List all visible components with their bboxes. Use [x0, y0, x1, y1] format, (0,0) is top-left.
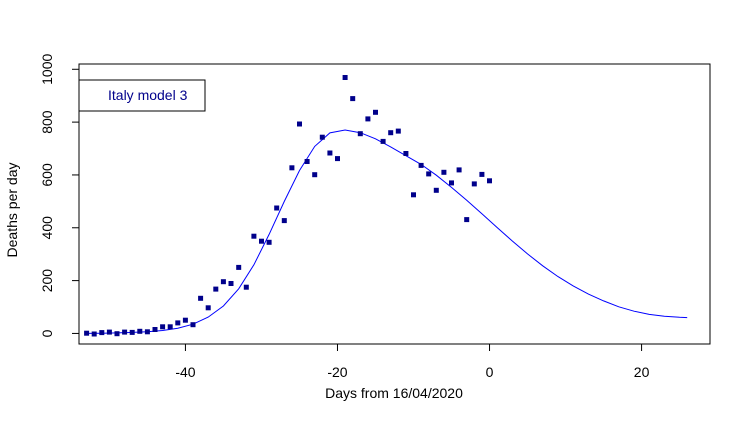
- data-point: [99, 330, 105, 336]
- data-point: [388, 130, 394, 136]
- data-point: [297, 121, 302, 127]
- data-point: [411, 192, 416, 198]
- data-point: [236, 264, 242, 270]
- data-point: [152, 327, 158, 332]
- data-point: [342, 75, 348, 80]
- data-point: [122, 329, 128, 335]
- x-tick-label: 0: [486, 364, 494, 380]
- y-tick-label: 400: [39, 216, 55, 240]
- data-point: [357, 131, 363, 137]
- x-tick-label: -20: [327, 364, 347, 380]
- data-point: [441, 169, 447, 175]
- data-point: [144, 329, 150, 335]
- data-point: [456, 167, 462, 173]
- data-point: [243, 284, 249, 290]
- x-tick-label: -40: [175, 364, 195, 380]
- model-curve: [86, 129, 688, 334]
- x-axis-label: Days from 16/04/2020: [325, 385, 463, 401]
- data-point: [266, 239, 272, 245]
- data-point: [449, 180, 454, 186]
- data-point: [84, 330, 90, 336]
- plot-area: [84, 75, 688, 337]
- data-point: [160, 324, 166, 330]
- data-point: [373, 109, 378, 115]
- data-point: [137, 328, 143, 334]
- data-point: [167, 324, 173, 330]
- data-point: [304, 159, 310, 164]
- data-point: [464, 217, 470, 223]
- data-point: [418, 162, 424, 168]
- data-point: [487, 178, 492, 184]
- data-point: [479, 171, 485, 177]
- data-point: [403, 151, 409, 156]
- y-tick-label: 1000: [39, 54, 55, 85]
- x-axis: -40 -20 0 20: [175, 343, 650, 380]
- data-point: [228, 281, 234, 286]
- data-point: [395, 128, 401, 134]
- data-point: [350, 96, 356, 102]
- data-point: [251, 233, 257, 239]
- data-point: [220, 279, 226, 285]
- data-point: [106, 329, 112, 335]
- data-point: [205, 305, 211, 311]
- data-point: [190, 322, 196, 328]
- data-point: [335, 156, 340, 162]
- data-point: [259, 238, 264, 244]
- y-axis-label: Deaths per day: [4, 163, 20, 258]
- x-tick-label: 20: [634, 364, 650, 380]
- data-point: [175, 320, 181, 326]
- data-point: [198, 295, 204, 301]
- y-tick-label: 200: [39, 269, 55, 293]
- data-point: [426, 171, 432, 177]
- data-point: [380, 138, 386, 144]
- data-point: [471, 181, 477, 187]
- y-tick-label: 600: [39, 163, 55, 187]
- data-point: [114, 331, 120, 337]
- data-point: [129, 329, 135, 335]
- data-point: [365, 116, 371, 122]
- y-tick-label: 800: [39, 110, 55, 134]
- data-point: [433, 187, 439, 193]
- legend: Italy model 3: [78, 79, 206, 112]
- data-point: [274, 205, 280, 211]
- data-point: [327, 150, 333, 156]
- data-point: [319, 134, 325, 140]
- data-point: [182, 317, 188, 323]
- data-point: [281, 218, 287, 224]
- legend-box: [78, 79, 206, 112]
- y-tick-label: 0: [39, 329, 55, 337]
- data-point: [91, 331, 97, 337]
- data-point: [213, 286, 219, 292]
- data-point: [289, 165, 295, 171]
- data-point: [312, 172, 318, 178]
- y-axis: 0 200 400 600 800 1000: [39, 54, 80, 337]
- legend-entry: Italy model 3: [108, 87, 188, 103]
